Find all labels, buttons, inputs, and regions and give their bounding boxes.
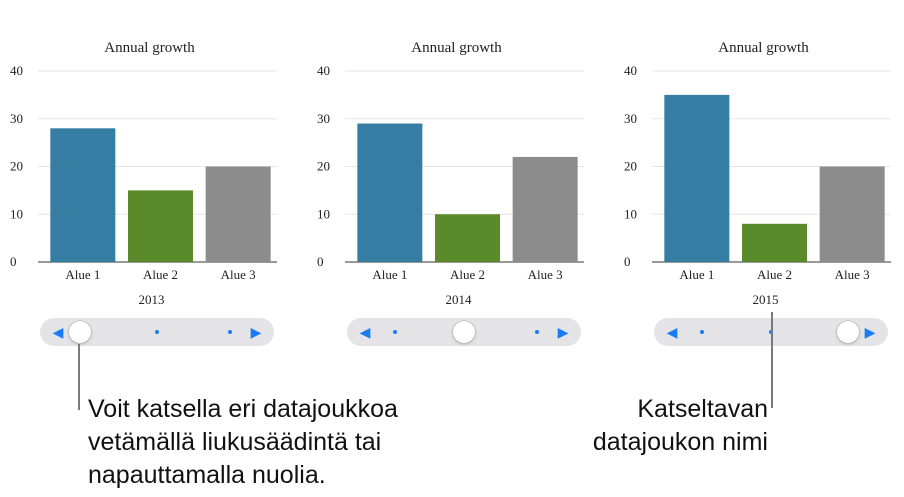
slider-thumb[interactable] xyxy=(69,321,91,343)
callout-line-text: datajoukon nimi xyxy=(592,428,768,456)
bar-alue-2 xyxy=(435,214,500,262)
x-category-label: Alue 2 xyxy=(143,267,178,282)
bar-alue-2 xyxy=(128,190,193,262)
bar-chart: Annual growth 0 10 20 30 40 Alue 1 Alue 2 Alue 3… xyxy=(624,40,891,307)
x-category-label: Alue 3 xyxy=(835,267,870,282)
y-tick-label: 30 xyxy=(317,111,330,126)
y-tick-label: 0 xyxy=(317,254,324,269)
slider-thumb[interactable] xyxy=(453,321,475,343)
chart-panel-2015: Annual growth 0 10 20 30 40 Alue 1 Alue 2 Alue 3… xyxy=(614,0,904,360)
y-tick-label: 40 xyxy=(317,63,330,78)
dataset-name-label: 2014 xyxy=(446,292,473,307)
callout-slider-instructions: Voit katsella eri datajoukkoa vetämällä … xyxy=(88,393,508,492)
bar-alue-2 xyxy=(742,223,807,262)
bar-alue-3 xyxy=(205,166,271,262)
dataset-name-label: 2013 xyxy=(139,292,165,307)
dataset-stop-dot[interactable] xyxy=(393,330,397,334)
chart-title: Annual growth xyxy=(718,40,809,56)
bar-alue-1 xyxy=(357,123,423,263)
dataset-stop-dot[interactable] xyxy=(700,330,704,334)
callout-line-dataset-name xyxy=(771,312,773,408)
dataset-stop-dot[interactable] xyxy=(228,330,232,334)
chart-title: Annual growth xyxy=(104,40,195,56)
previous-dataset-arrow-icon[interactable]: ◀ xyxy=(52,324,64,340)
y-tick-label: 10 xyxy=(624,206,637,221)
y-tick-label: 10 xyxy=(10,206,23,221)
dataset-slider[interactable]: ◀ ▶ xyxy=(347,318,581,346)
callout-line-text: Katseltavan xyxy=(637,395,768,423)
next-dataset-arrow-icon[interactable]: ▶ xyxy=(864,324,876,340)
bar-alue-1 xyxy=(50,128,116,262)
y-tick-label: 0 xyxy=(10,254,17,269)
slider-thumb[interactable] xyxy=(837,321,859,343)
next-dataset-arrow-icon[interactable]: ▶ xyxy=(557,324,569,340)
previous-dataset-arrow-icon[interactable]: ◀ xyxy=(359,324,371,340)
bar-alue-1 xyxy=(664,94,730,262)
dataset-name-label: 2015 xyxy=(753,292,779,307)
dataset-stop-dot[interactable] xyxy=(155,330,159,334)
bar-chart: Annual growth 0 10 20 30 40 Alue 1 Alue 2 Alue 3… xyxy=(317,40,584,307)
chart-panel-2013: Annual growth 0 10 20 30 40 Alue 1 Alue 2 Alue 3… xyxy=(0,0,290,360)
x-category-label: Alue 1 xyxy=(372,267,407,282)
previous-dataset-arrow-icon[interactable]: ◀ xyxy=(666,324,678,340)
y-tick-label: 30 xyxy=(10,111,23,126)
callout-line-text: Voit katsella eri datajoukkoa xyxy=(88,395,398,423)
x-category-label: Alue 1 xyxy=(65,267,100,282)
next-dataset-arrow-icon[interactable]: ▶ xyxy=(250,324,262,340)
x-category-label: Alue 1 xyxy=(679,267,714,282)
y-tick-label: 30 xyxy=(624,111,637,126)
bar-alue-3 xyxy=(512,156,578,262)
x-category-label: Alue 3 xyxy=(528,267,563,282)
y-tick-label: 0 xyxy=(624,254,631,269)
callout-line-text: vetämällä liukusäädintä tai xyxy=(88,428,382,456)
x-category-label: Alue 3 xyxy=(221,267,256,282)
chart-title: Annual growth xyxy=(411,40,502,56)
y-tick-label: 20 xyxy=(624,159,637,174)
callout-dataset-name: Katseltavan datajoukon nimi xyxy=(540,393,768,459)
bar-chart: Annual growth 0 10 20 30 40 Alue 1 Alue 2 Alue 3… xyxy=(10,40,277,307)
y-tick-label: 20 xyxy=(317,159,330,174)
callout-line-slider xyxy=(78,344,80,410)
dataset-stop-dot[interactable] xyxy=(535,330,539,334)
x-category-label: Alue 2 xyxy=(450,267,485,282)
dataset-slider[interactable]: ◀ ▶ xyxy=(40,318,274,346)
chart-panel-2014: Annual growth 0 10 20 30 40 Alue 1 Alue 2 Alue 3… xyxy=(307,0,597,360)
y-tick-label: 10 xyxy=(317,206,330,221)
y-tick-label: 20 xyxy=(10,159,23,174)
y-tick-label: 40 xyxy=(10,63,23,78)
y-tick-label: 40 xyxy=(624,63,637,78)
callout-line-text: napauttamalla nuolia. xyxy=(88,461,326,489)
bar-alue-3 xyxy=(819,166,885,262)
x-category-label: Alue 2 xyxy=(757,267,792,282)
